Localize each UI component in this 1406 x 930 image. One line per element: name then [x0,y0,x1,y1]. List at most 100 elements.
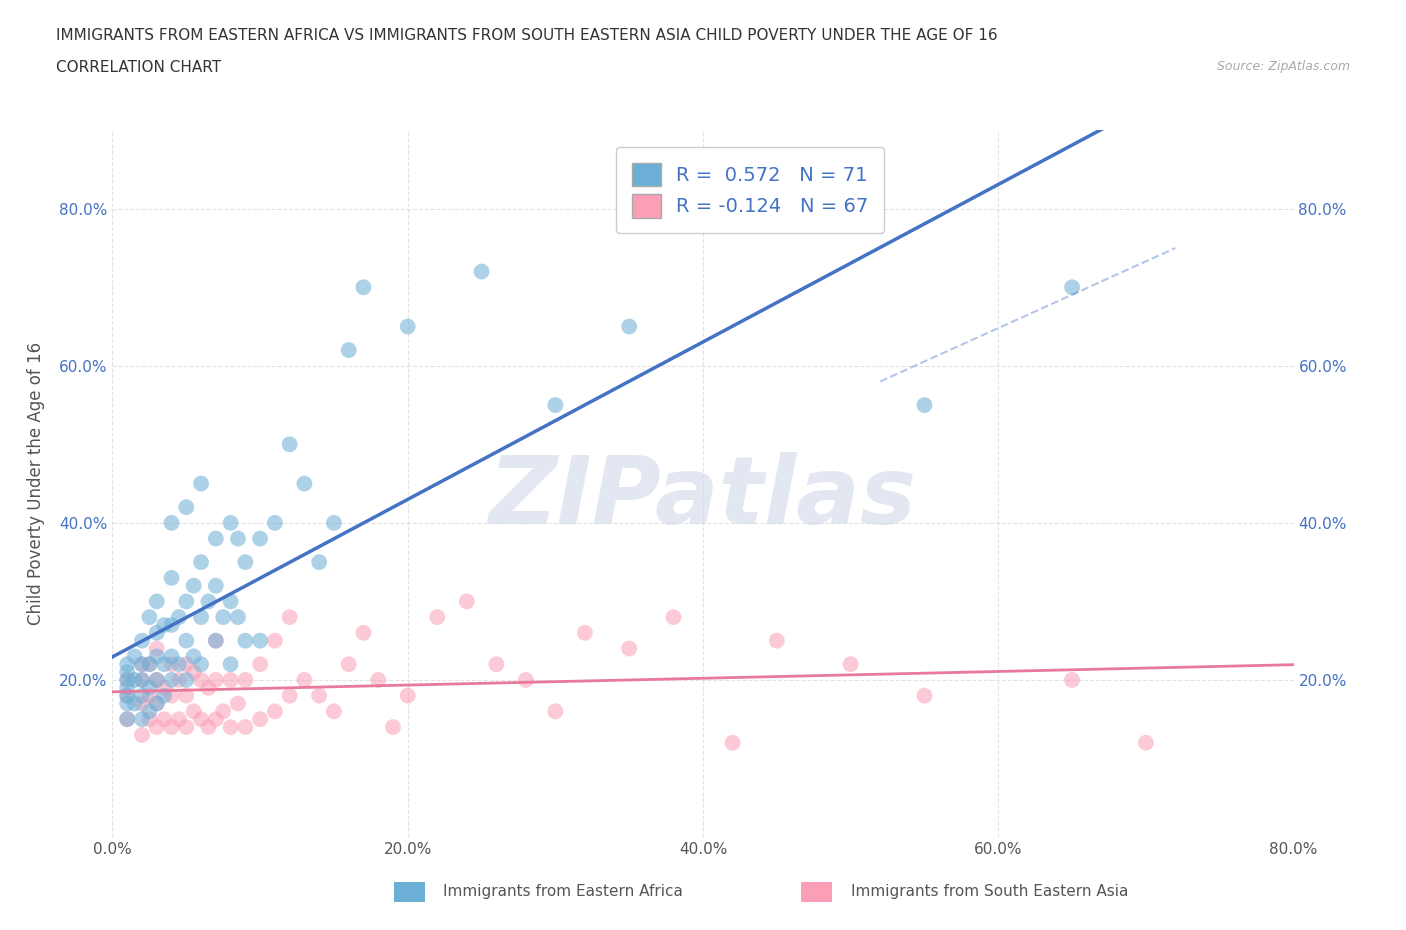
Point [131,711,153,726]
Point [117,681,138,696]
Point [1062,280,1084,295]
Point [456,594,478,609]
Point [619,319,641,334]
Point [219,594,242,609]
Point [153,688,176,703]
Point [131,672,153,687]
Point [382,720,405,735]
Point [117,688,138,703]
Point [278,610,301,625]
Point [131,657,153,671]
Point [167,610,190,625]
Text: ZIPatlas: ZIPatlas [489,452,917,544]
Point [219,720,242,735]
Point [352,625,374,640]
Point [160,649,183,664]
Point [249,531,271,546]
Point [914,688,936,703]
Point [619,641,641,656]
Point [153,618,176,632]
Point [544,398,567,413]
Point [264,633,287,648]
Point [292,672,315,687]
Point [197,720,219,735]
Point [249,633,271,648]
Point [352,280,374,295]
Point [117,711,138,726]
Point [766,633,789,648]
Point [183,704,205,719]
Point [367,672,389,687]
Point [183,649,205,664]
Point [190,672,212,687]
Point [167,672,190,687]
Point [219,657,242,671]
Point [197,681,219,696]
Point [160,688,183,703]
Point [174,672,197,687]
Point [174,633,197,648]
Point [146,672,169,687]
Point [117,711,138,726]
Point [1062,672,1084,687]
Point [153,711,176,726]
Point [396,319,419,334]
Point [212,704,235,719]
Point [308,554,330,569]
Point [1135,736,1157,751]
Point [544,704,567,719]
Point [117,672,138,687]
Point [124,672,146,687]
Point [146,625,169,640]
Point [205,578,228,593]
Point [721,736,744,751]
Text: Immigrants from Eastern Africa: Immigrants from Eastern Africa [443,884,683,899]
Point [323,704,346,719]
Point [205,633,228,648]
Point [190,476,212,491]
Point [249,657,271,671]
Point [337,342,360,357]
Point [205,633,228,648]
Text: Source: ZipAtlas.com: Source: ZipAtlas.com [1216,60,1350,73]
Point [183,578,205,593]
Y-axis label: Child Poverty Under the Age of 16: Child Poverty Under the Age of 16 [27,342,45,625]
Text: IMMIGRANTS FROM EASTERN AFRICA VS IMMIGRANTS FROM SOUTH EASTERN ASIA CHILD POVER: IMMIGRANTS FROM EASTERN AFRICA VS IMMIGR… [56,28,998,43]
Point [131,727,153,742]
Point [138,681,160,696]
Point [574,625,596,640]
Point [160,720,183,735]
Point [323,515,346,530]
Point [138,711,160,726]
Point [160,515,183,530]
Point [219,672,242,687]
Point [117,665,138,680]
Point [396,688,419,703]
Point [117,672,138,687]
Point [117,657,138,671]
Point [264,515,287,530]
Point [138,657,160,671]
Point [117,688,138,703]
Point [233,554,256,569]
Point [515,672,537,687]
Point [470,264,494,279]
Point [190,610,212,625]
Text: Immigrants from South Eastern Asia: Immigrants from South Eastern Asia [851,884,1128,899]
Point [146,696,169,711]
Point [117,696,138,711]
Point [146,641,169,656]
Point [138,688,160,703]
Point [278,688,301,703]
Point [233,720,256,735]
Point [219,515,242,530]
Point [160,657,183,671]
Point [337,657,360,671]
Point [226,610,249,625]
Point [308,688,330,703]
Point [174,594,197,609]
Point [839,657,862,671]
Point [197,594,219,609]
Point [233,633,256,648]
Point [190,711,212,726]
